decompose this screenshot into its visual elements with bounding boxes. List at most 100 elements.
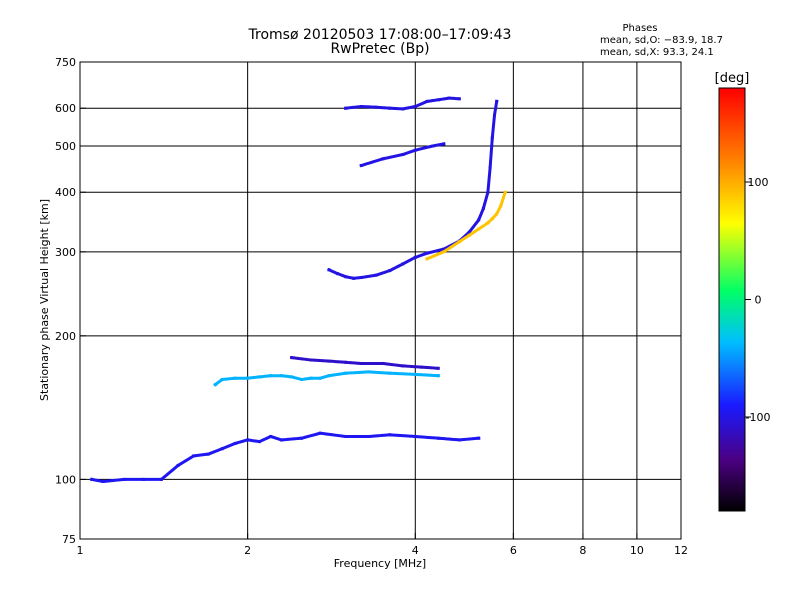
data-point bbox=[279, 374, 283, 378]
data-point bbox=[457, 240, 461, 244]
data-point bbox=[359, 362, 363, 365]
data-point bbox=[374, 273, 378, 277]
data-point bbox=[122, 477, 126, 481]
data-point bbox=[436, 366, 440, 370]
data-point bbox=[419, 365, 423, 369]
data-point bbox=[344, 275, 348, 279]
data-point bbox=[436, 436, 440, 440]
data-point bbox=[159, 477, 163, 481]
data-point bbox=[401, 262, 405, 266]
y-tick-label: 750 bbox=[55, 56, 76, 69]
y-axis-label: Stationary phase Virtual Height [km] bbox=[38, 199, 51, 401]
plot-frame bbox=[79, 61, 682, 540]
data-point bbox=[425, 99, 429, 103]
x-tick-label: 4 bbox=[412, 544, 419, 557]
y-tick-label: 200 bbox=[55, 330, 76, 343]
data-point bbox=[290, 356, 294, 360]
legend-title: Phases bbox=[622, 23, 657, 34]
data-point bbox=[367, 370, 371, 374]
data-point bbox=[257, 375, 261, 379]
series-trace bbox=[344, 96, 461, 111]
data-point bbox=[486, 221, 490, 225]
data-point bbox=[431, 144, 435, 148]
data-point bbox=[359, 105, 363, 108]
y-tick-label: 400 bbox=[55, 186, 76, 199]
data-point bbox=[344, 371, 348, 375]
data-point bbox=[381, 157, 385, 161]
data-point bbox=[327, 359, 331, 363]
data-point bbox=[457, 438, 461, 442]
data-point bbox=[318, 431, 322, 435]
data-point bbox=[90, 477, 94, 481]
data-point bbox=[477, 227, 481, 231]
data-point bbox=[481, 206, 485, 210]
data-point bbox=[269, 374, 273, 378]
data-point bbox=[220, 447, 224, 451]
data-point bbox=[213, 383, 217, 387]
data-point bbox=[436, 98, 440, 102]
x-tick-label: 2 bbox=[244, 544, 251, 557]
data-point bbox=[477, 436, 481, 440]
data-point bbox=[269, 435, 273, 438]
data-point bbox=[442, 250, 446, 254]
y-tick-label: 600 bbox=[55, 102, 76, 115]
data-point bbox=[401, 107, 405, 111]
data-point bbox=[367, 435, 371, 438]
data-point bbox=[467, 233, 471, 237]
data-point bbox=[257, 440, 261, 444]
legend-line1: mean, sd,O: −83.9, 18.7 bbox=[600, 35, 723, 46]
data-point bbox=[495, 99, 499, 103]
data-point bbox=[413, 435, 417, 438]
data-point bbox=[290, 375, 294, 379]
y-tick-label: 75 bbox=[62, 533, 76, 546]
data-point bbox=[388, 371, 392, 375]
colorbar-tick-label: 100 bbox=[748, 176, 769, 189]
data-point bbox=[327, 374, 331, 378]
data-point bbox=[352, 276, 356, 280]
data-point bbox=[486, 190, 490, 194]
data-point bbox=[436, 374, 440, 378]
grid-lines bbox=[80, 62, 681, 539]
y-tick-label: 500 bbox=[55, 140, 76, 153]
chart-title-line1: Tromsø 20120503 17:08:00–17:09:43 bbox=[248, 27, 512, 43]
series-trace bbox=[90, 431, 481, 484]
data-point bbox=[344, 360, 348, 364]
data-point bbox=[413, 255, 417, 259]
data-point bbox=[344, 435, 348, 438]
data-point bbox=[447, 96, 451, 100]
data-point bbox=[490, 136, 494, 140]
data-point bbox=[401, 364, 405, 368]
data-point bbox=[388, 433, 392, 437]
y-tick-label: 100 bbox=[55, 473, 76, 486]
data-point bbox=[233, 441, 237, 445]
data-point bbox=[467, 230, 471, 234]
x-tick-label: 1 bbox=[77, 544, 84, 557]
data-point bbox=[442, 247, 446, 251]
data-point bbox=[381, 362, 385, 365]
colorbar-tick-label: -100 bbox=[746, 411, 771, 424]
data-point bbox=[192, 454, 196, 458]
data-point bbox=[220, 378, 224, 381]
series-trace bbox=[425, 190, 508, 261]
data-point bbox=[101, 480, 105, 483]
data-point bbox=[401, 153, 405, 156]
data-point bbox=[477, 218, 481, 222]
data-point bbox=[309, 358, 313, 362]
chart-title-line2: RwPretec (Bp) bbox=[330, 41, 429, 57]
data-points bbox=[90, 96, 508, 484]
x-tick-label: 8 bbox=[579, 544, 586, 557]
data-point bbox=[359, 164, 363, 167]
data-point bbox=[176, 463, 180, 467]
data-point bbox=[442, 142, 446, 146]
series-trace bbox=[290, 355, 440, 370]
colorbar bbox=[718, 87, 746, 512]
data-point bbox=[206, 452, 210, 456]
colorbar-tick-label: 0 bbox=[755, 294, 762, 307]
data-point bbox=[374, 105, 378, 109]
data-point bbox=[246, 438, 250, 442]
data-point bbox=[388, 269, 392, 273]
data-point bbox=[488, 166, 492, 170]
data-point bbox=[300, 436, 304, 440]
data-point bbox=[503, 190, 507, 194]
